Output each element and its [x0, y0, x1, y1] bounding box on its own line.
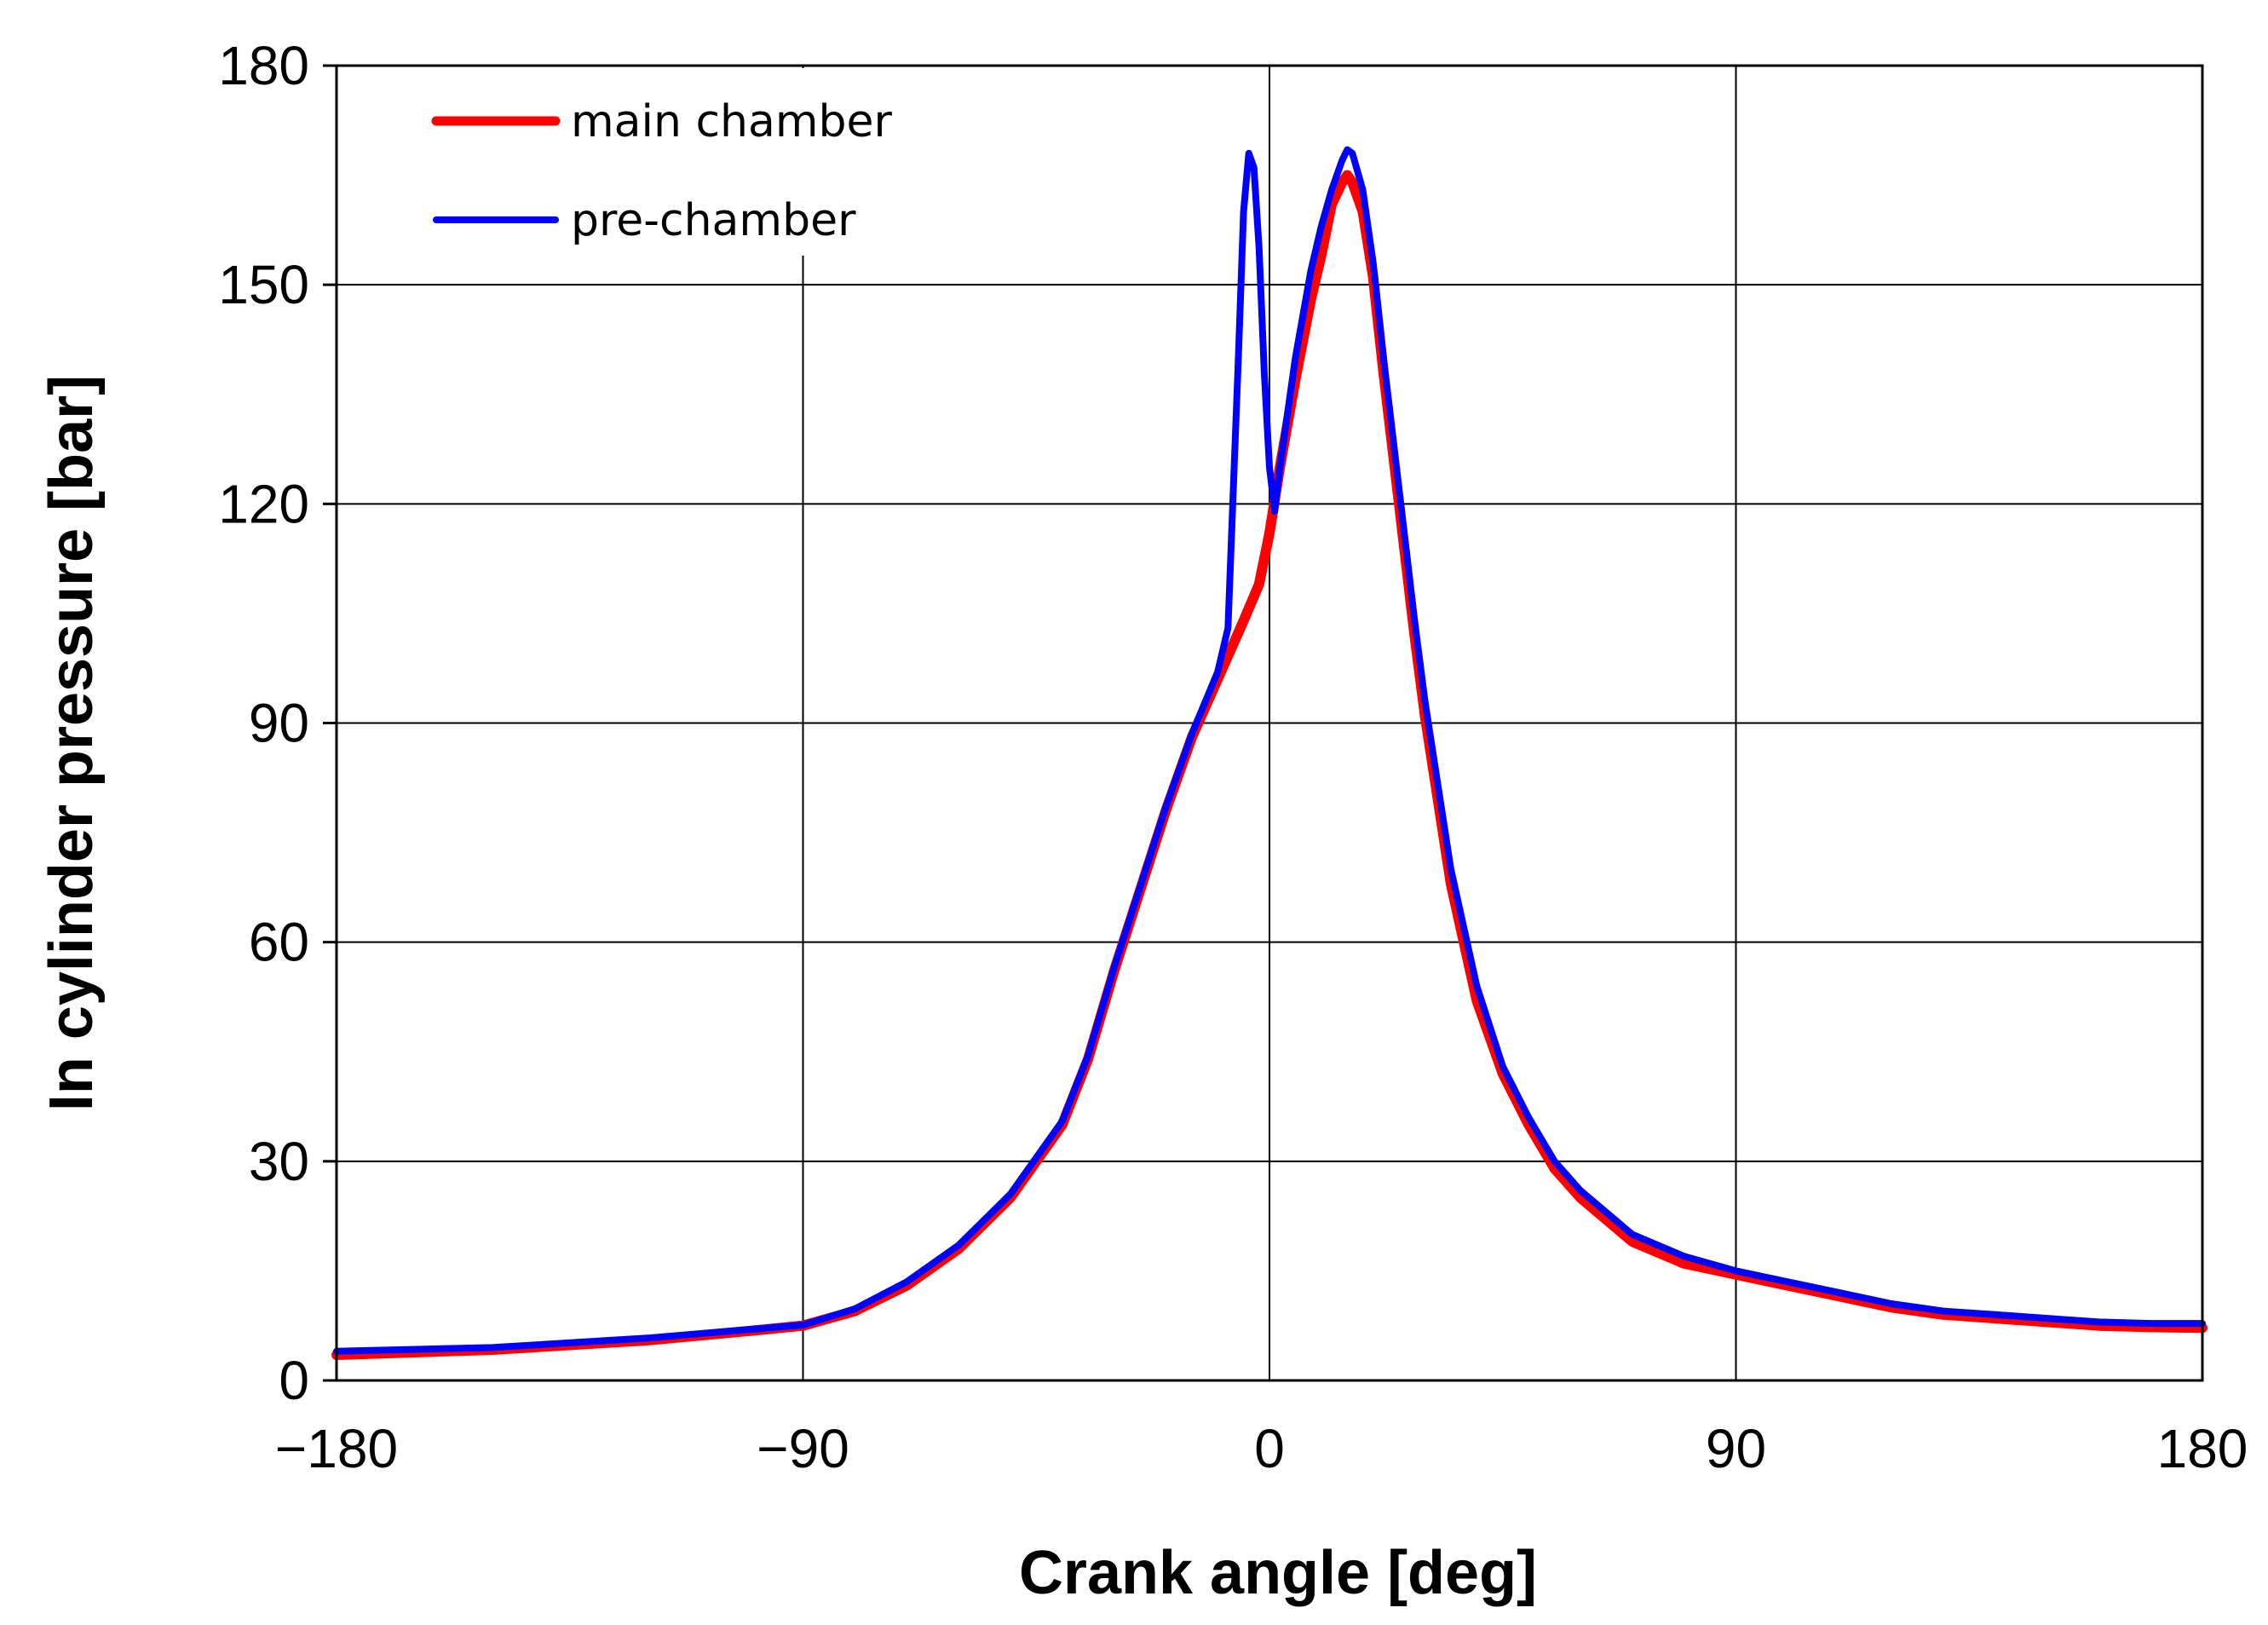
- y-tick-label: 120: [218, 473, 309, 534]
- y-axis-title: In cylinder pressure [bar]: [37, 375, 106, 1111]
- legend: main chamber pre-chamber: [375, 68, 937, 256]
- plot-frame: [323, 64, 2204, 1382]
- x-tick-label: 90: [1706, 1418, 1766, 1479]
- y-tick-label: 90: [249, 693, 309, 754]
- legend-label-pre-chamber: pre-chamber: [571, 195, 856, 246]
- x-tick-label: −180: [275, 1418, 398, 1479]
- legend-label-main-chamber: main chamber: [571, 96, 893, 147]
- y-tick-label: 0: [279, 1350, 309, 1411]
- y-tick-label: 180: [218, 35, 309, 96]
- tick-labels: 0 30 60 90 120 150 180 −180 −90 0 90 180: [218, 35, 2248, 1479]
- y-tick-label: 150: [218, 254, 309, 315]
- x-axis-title: Crank angle [deg]: [1019, 1539, 1537, 1607]
- x-tick-label: −90: [757, 1418, 849, 1479]
- y-tick-label: 60: [249, 912, 309, 973]
- x-tick-label: 0: [1254, 1418, 1285, 1479]
- series-lines: [331, 146, 2208, 1360]
- y-tick-label: 30: [249, 1131, 309, 1192]
- x-tick-label: 180: [2157, 1418, 2248, 1479]
- legend-background: [375, 68, 937, 256]
- series-line-pre-chamber: [333, 146, 2206, 1355]
- grid: [336, 65, 2203, 1381]
